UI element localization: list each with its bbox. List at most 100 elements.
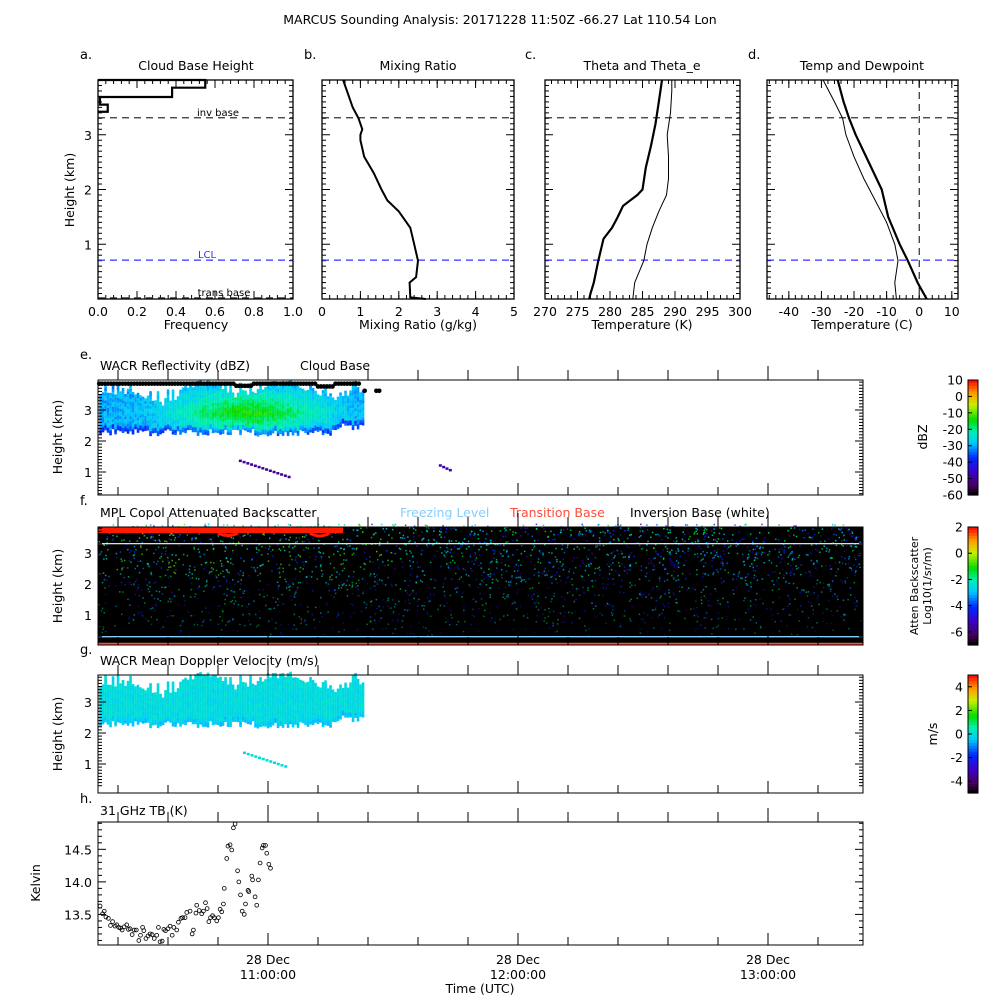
backscatter-pixel	[259, 617, 261, 619]
backscatter-pixel	[585, 629, 587, 632]
reflectivity-pixel	[114, 414, 117, 418]
reflectivity-pixel	[234, 407, 237, 411]
backscatter-pixel	[745, 582, 748, 585]
reflectivity-pixel	[279, 428, 282, 432]
backscatter-pixel	[187, 611, 190, 613]
reflectivity-pixel	[224, 402, 227, 406]
reflectivity-pixel	[209, 394, 212, 398]
backscatter-pixel	[626, 572, 628, 575]
reflectivity-pixel	[284, 414, 287, 418]
backscatter-pixel	[260, 564, 263, 567]
reflectivity-pixel	[351, 387, 355, 391]
backscatter-pixel	[326, 604, 329, 606]
reflectivity-pixel	[309, 429, 312, 433]
reflectivity-pixel	[146, 425, 150, 429]
x-tick-label: 4	[472, 304, 480, 319]
reflectivity-pixel	[331, 419, 335, 423]
backscatter-pixel	[720, 527, 723, 530]
backscatter-pixel	[627, 527, 630, 529]
backscatter-pixel	[700, 624, 703, 627]
reflectivity-pixel	[271, 423, 275, 426]
backscatter-pixel	[462, 630, 465, 633]
backscatter-pixel	[703, 529, 705, 532]
backscatter-pixel	[153, 582, 155, 584]
backscatter-pixel	[387, 597, 390, 600]
backscatter-pixel	[631, 605, 633, 608]
backscatter-pixel	[463, 525, 465, 527]
backscatter-pixel	[210, 561, 212, 564]
reflectivity-pixel	[166, 406, 170, 410]
reflectivity-pixel	[279, 416, 282, 420]
reflectivity-pixel	[269, 415, 272, 418]
reflectivity-pixel	[229, 390, 232, 393]
backscatter-pixel	[387, 576, 389, 579]
backscatter-pixel	[503, 549, 505, 551]
x-tick-label: 280	[598, 304, 622, 319]
reflectivity-pixel	[139, 425, 142, 428]
reflectivity-pixel	[221, 426, 225, 429]
backscatter-pixel	[189, 565, 191, 567]
reflectivity-pixel	[171, 401, 175, 405]
backscatter-pixel	[137, 610, 140, 613]
reflectivity-pixel	[181, 399, 185, 403]
backscatter-pixel	[682, 550, 684, 553]
backscatter-pixel	[669, 531, 672, 534]
backscatter-pixel	[203, 553, 205, 556]
reflectivity-pixel	[151, 405, 155, 409]
backscatter-pixel	[578, 594, 581, 597]
reflectivity-pixel	[351, 412, 355, 416]
reflectivity-pixel	[311, 390, 315, 394]
backscatter-pixel	[380, 617, 382, 619]
backscatter-pixel	[751, 540, 754, 542]
backscatter-pixel	[704, 562, 707, 564]
reflectivity-pixel	[109, 400, 112, 404]
backscatter-pixel	[716, 554, 718, 556]
backscatter-pixel	[222, 570, 224, 572]
backscatter-pixel	[408, 526, 411, 529]
reflectivity-pixel	[226, 429, 230, 433]
backscatter-pixel	[566, 528, 569, 530]
colorbar-cell	[968, 431, 978, 436]
reflectivity-pixel	[134, 394, 137, 398]
reflectivity-pixel	[119, 423, 122, 427]
backscatter-pixel	[242, 592, 245, 595]
backscatter-pixel	[569, 529, 572, 531]
backscatter-pixel	[816, 561, 819, 563]
reflectivity-pixel	[184, 422, 187, 426]
reflectivity-pixel	[154, 430, 157, 433]
backscatter-pixel	[828, 551, 830, 553]
reflectivity-pixel	[299, 397, 302, 401]
backscatter-pixel	[402, 615, 405, 617]
backscatter-pixel	[161, 560, 164, 563]
backscatter-pixel	[205, 525, 207, 528]
reflectivity-pixel	[179, 402, 182, 405]
reflectivity-pixel	[344, 395, 347, 399]
backscatter-pixel	[407, 536, 409, 538]
backscatter-pixel	[714, 554, 717, 557]
reflectivity-pixel	[99, 406, 102, 410]
reflectivity-pixel	[131, 392, 135, 395]
reflectivity-pixel	[326, 413, 330, 417]
backscatter-pixel	[810, 544, 813, 546]
reflectivity-pixel	[104, 420, 107, 423]
reflectivity-pixel	[281, 403, 285, 407]
backscatter-pixel	[553, 538, 556, 541]
reflectivity-pixel	[219, 392, 222, 395]
reflectivity-pixel	[216, 415, 220, 419]
reflectivity-pixel	[319, 420, 322, 424]
backscatter-pixel	[502, 535, 504, 538]
reflectivity-pixel	[266, 391, 270, 395]
backscatter-pixel	[662, 557, 665, 559]
backscatter-pixel	[562, 563, 564, 565]
reflectivity-pixel	[214, 409, 217, 413]
backscatter-pixel	[610, 552, 613, 555]
backscatter-pixel	[848, 558, 850, 560]
reflectivity-pixel	[141, 416, 145, 420]
reflectivity-pixel	[224, 412, 227, 416]
reflectivity-pixel	[354, 390, 357, 394]
backscatter-pixel	[122, 566, 125, 568]
reflectivity-pixel	[176, 428, 180, 432]
backscatter-pixel	[218, 585, 221, 588]
reflectivity-pixel	[284, 397, 287, 400]
reflectivity-pixel	[136, 407, 140, 411]
